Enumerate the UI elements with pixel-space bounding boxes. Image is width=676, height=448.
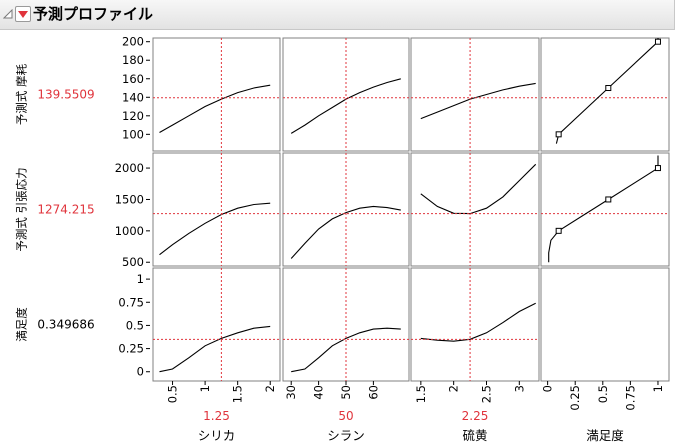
y-tick-label: 140 — [122, 90, 144, 104]
desirability-handle[interactable] — [654, 165, 661, 172]
y-tick-label: 200 — [122, 35, 144, 49]
profile-panel — [152, 37, 281, 152]
response-label: 予測式 摩耗 — [15, 63, 29, 125]
profile-panel — [540, 37, 670, 152]
profile-curve — [420, 82, 536, 120]
y-tick-label: 1000 — [115, 224, 144, 238]
x-tick-label: 0.25 — [568, 385, 582, 411]
y-tick-label: 0.5 — [126, 318, 144, 332]
profile-curve — [290, 205, 401, 259]
y-tick-label: 500 — [122, 255, 144, 269]
x-tick-label: 0 — [541, 385, 555, 392]
x-tick-label: 0.5 — [596, 385, 610, 403]
profile-curve — [159, 84, 271, 133]
factor-current-value[interactable]: 1.25 — [203, 409, 230, 423]
profile-panel — [410, 37, 540, 152]
y-tick-label: 0.25 — [118, 342, 144, 356]
profile-panel — [540, 152, 670, 267]
y-tick-label: 1500 — [115, 192, 144, 206]
response-label: 予測式 引張応力 — [15, 167, 29, 251]
profile-panel — [410, 267, 540, 382]
y-tick-label: 180 — [122, 53, 144, 67]
x-tick-label: 1 — [651, 385, 665, 392]
y-tick-label: 160 — [122, 72, 144, 86]
profiler-title: 予測プロファイル — [33, 5, 154, 23]
response-label: 満足度 — [15, 307, 29, 342]
desirability-handle[interactable] — [555, 131, 562, 138]
profile-curve — [420, 163, 537, 215]
x-tick-label: 30 — [284, 385, 298, 400]
factor-current-value[interactable]: 50 — [338, 409, 353, 423]
profile-curve — [420, 302, 536, 342]
y-tick-label: 0 — [137, 365, 144, 379]
y-tick-label: 1 — [137, 272, 144, 286]
disclosure-triangle-icon[interactable] — [3, 9, 13, 19]
x-tick-label: 40 — [312, 385, 326, 400]
x-tick-label: 2 — [263, 385, 277, 392]
x-tick-label: 2.5 — [479, 385, 493, 403]
y-tick-label: 100 — [122, 127, 144, 141]
profile-panel — [152, 267, 281, 382]
factor-axis-title: シラン — [327, 428, 365, 443]
x-tick-label: 1.5 — [414, 385, 428, 403]
profile-panel — [152, 152, 281, 267]
red-triangle-down-icon — [18, 11, 28, 18]
profile-curve — [291, 327, 401, 373]
x-tick-label: 50 — [339, 385, 353, 400]
x-tick-label: 0.75 — [623, 385, 637, 411]
desirability-handle[interactable] — [605, 196, 612, 203]
factor-axis-title: シリカ — [198, 428, 236, 443]
response-current-value: 0.349686 — [37, 318, 94, 332]
x-tick-label: 1.5 — [231, 385, 245, 403]
x-tick-label: 0.5 — [166, 385, 180, 403]
profiler-outline-header: 予測プロファイル — [0, 0, 675, 30]
x-tick-label: 2 — [447, 385, 461, 392]
y-tick-label: 0.75 — [118, 295, 144, 309]
y-tick-label: 2000 — [115, 161, 144, 175]
response-current-value: 1274.215 — [37, 203, 94, 217]
factor-axis-title: 硫黄 — [462, 428, 487, 443]
response-current-value: 139.5509 — [37, 88, 94, 102]
profile-panel — [540, 267, 670, 382]
y-tick-label: 120 — [122, 109, 144, 123]
profile-curve — [159, 325, 271, 373]
profile-curve — [159, 202, 271, 256]
desirability-handle[interactable] — [555, 227, 562, 234]
profile-panel — [410, 152, 540, 267]
x-tick-label: 1 — [198, 385, 212, 392]
desirability-handle[interactable] — [605, 85, 612, 92]
x-tick-label: 60 — [366, 385, 380, 400]
factor-current-value[interactable]: 2.25 — [462, 409, 489, 423]
desirability-handle[interactable] — [654, 38, 661, 45]
factor-axis-title: 満足度 — [586, 428, 624, 443]
x-tick-label: 3 — [512, 385, 526, 392]
red-triangle-menu-button[interactable] — [15, 6, 31, 22]
